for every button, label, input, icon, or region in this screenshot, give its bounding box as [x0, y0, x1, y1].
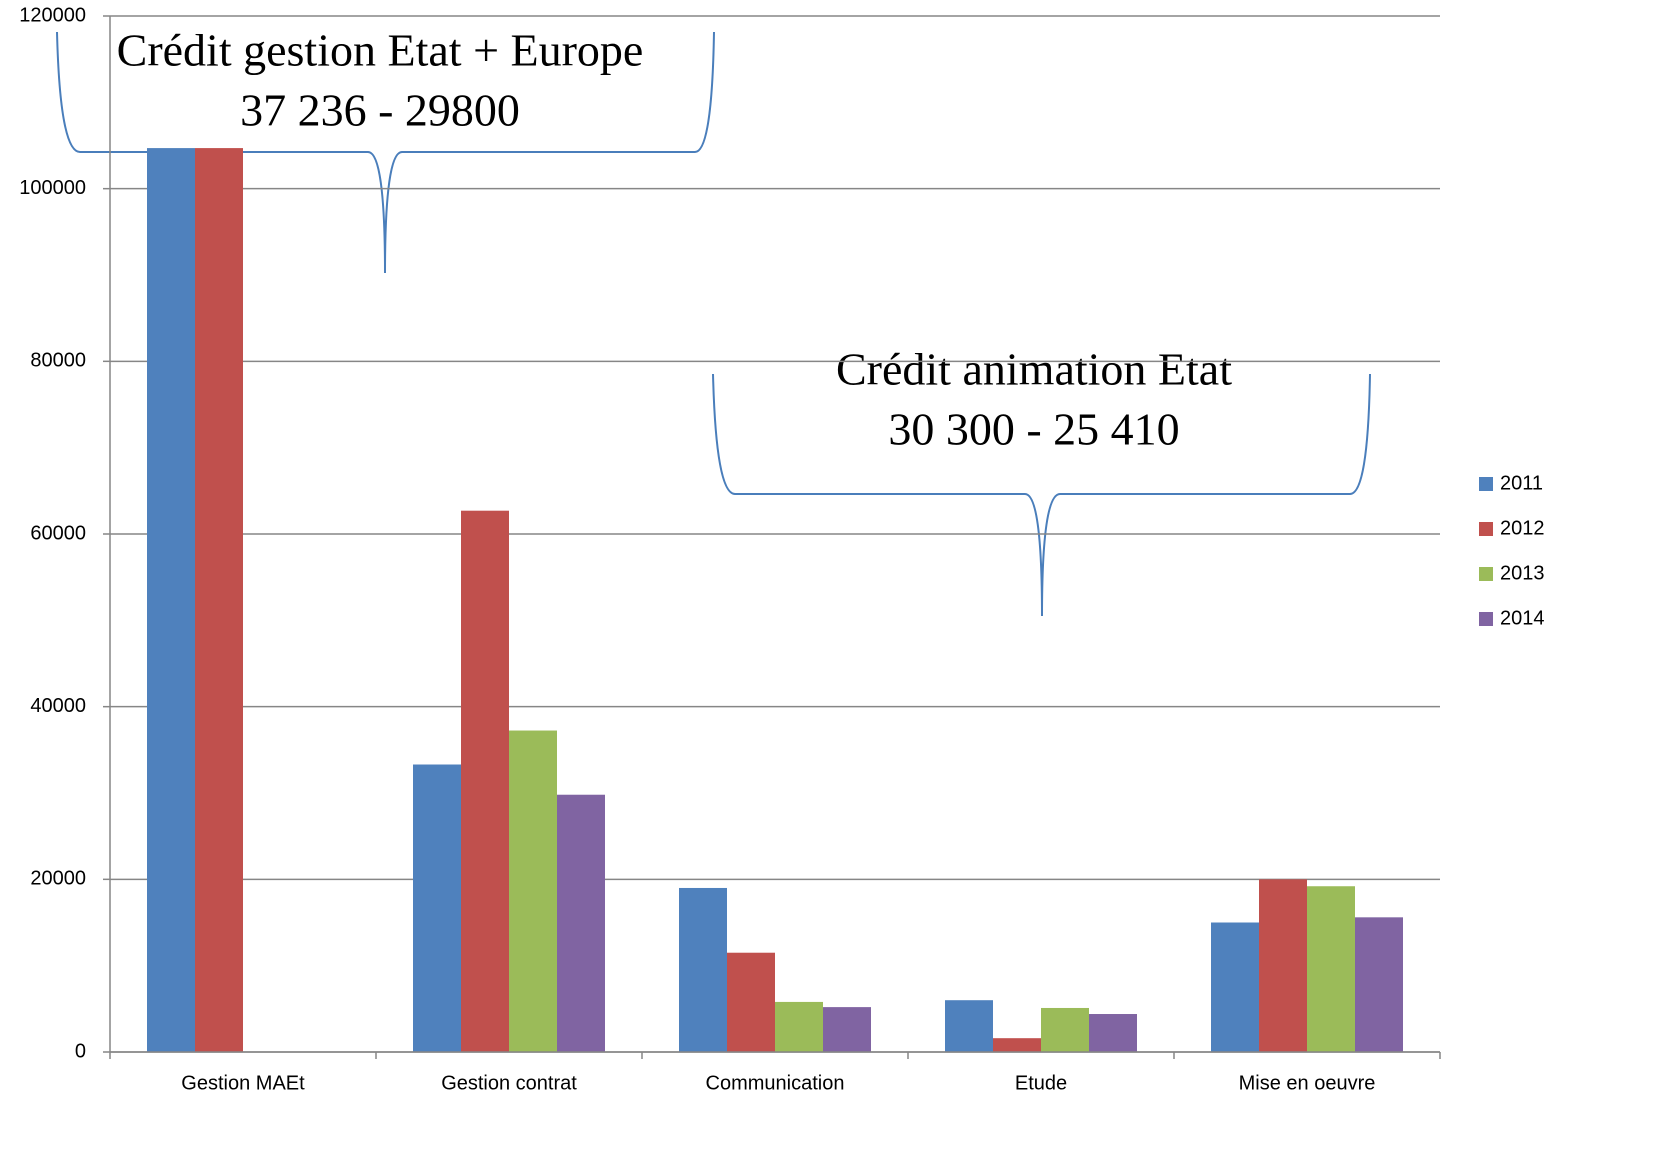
- bar: [557, 794, 605, 1052]
- y-tick-label: 80000: [30, 350, 86, 372]
- x-tick-label: Etude: [1015, 1072, 1067, 1094]
- brace: [56, 31, 715, 274]
- legend-swatch: [1479, 612, 1493, 626]
- y-tick-label: 60000: [30, 522, 86, 544]
- bar: [993, 1038, 1041, 1052]
- bar: [823, 1007, 871, 1052]
- annotation: Crédit gestion Etat + Europe: [117, 25, 644, 76]
- y-tick-label: 100000: [19, 177, 86, 199]
- annotation: Crédit animation Etat: [836, 344, 1232, 395]
- bar: [1259, 879, 1307, 1052]
- bar: [775, 1001, 823, 1052]
- bar: [147, 148, 195, 1053]
- x-tick-label: Gestion MAEt: [181, 1072, 305, 1094]
- x-tick-label: Gestion contrat: [441, 1072, 577, 1094]
- bar: [679, 887, 727, 1052]
- x-tick-label: Mise en oeuvre: [1239, 1072, 1376, 1094]
- y-tick-label: 120000: [19, 4, 86, 26]
- bar: [1307, 886, 1355, 1052]
- annotation: 37 236 - 29800: [240, 85, 520, 136]
- legend-swatch: [1479, 477, 1493, 491]
- y-tick-label: 40000: [30, 695, 86, 717]
- bar: [1041, 1007, 1089, 1052]
- bar: [461, 510, 509, 1052]
- legend-swatch: [1479, 522, 1493, 536]
- bar: [1355, 917, 1403, 1052]
- bar: [509, 730, 557, 1052]
- brace: [712, 373, 1371, 617]
- y-tick-label: 0: [75, 1040, 86, 1062]
- legend-label: 2011: [1500, 472, 1543, 494]
- bar: [1211, 922, 1259, 1052]
- bar: [1089, 1014, 1137, 1052]
- bar: [195, 148, 243, 1053]
- bar: [413, 764, 461, 1052]
- annotation: 30 300 - 25 410: [888, 404, 1179, 455]
- legend-swatch: [1479, 567, 1493, 581]
- bar: [945, 1000, 993, 1052]
- x-tick-label: Communication: [706, 1072, 845, 1094]
- legend-label: 2012: [1500, 517, 1545, 539]
- legend-label: 2013: [1500, 562, 1545, 584]
- bar: [727, 952, 775, 1052]
- y-tick-label: 20000: [30, 868, 86, 890]
- legend-label: 2014: [1500, 607, 1545, 629]
